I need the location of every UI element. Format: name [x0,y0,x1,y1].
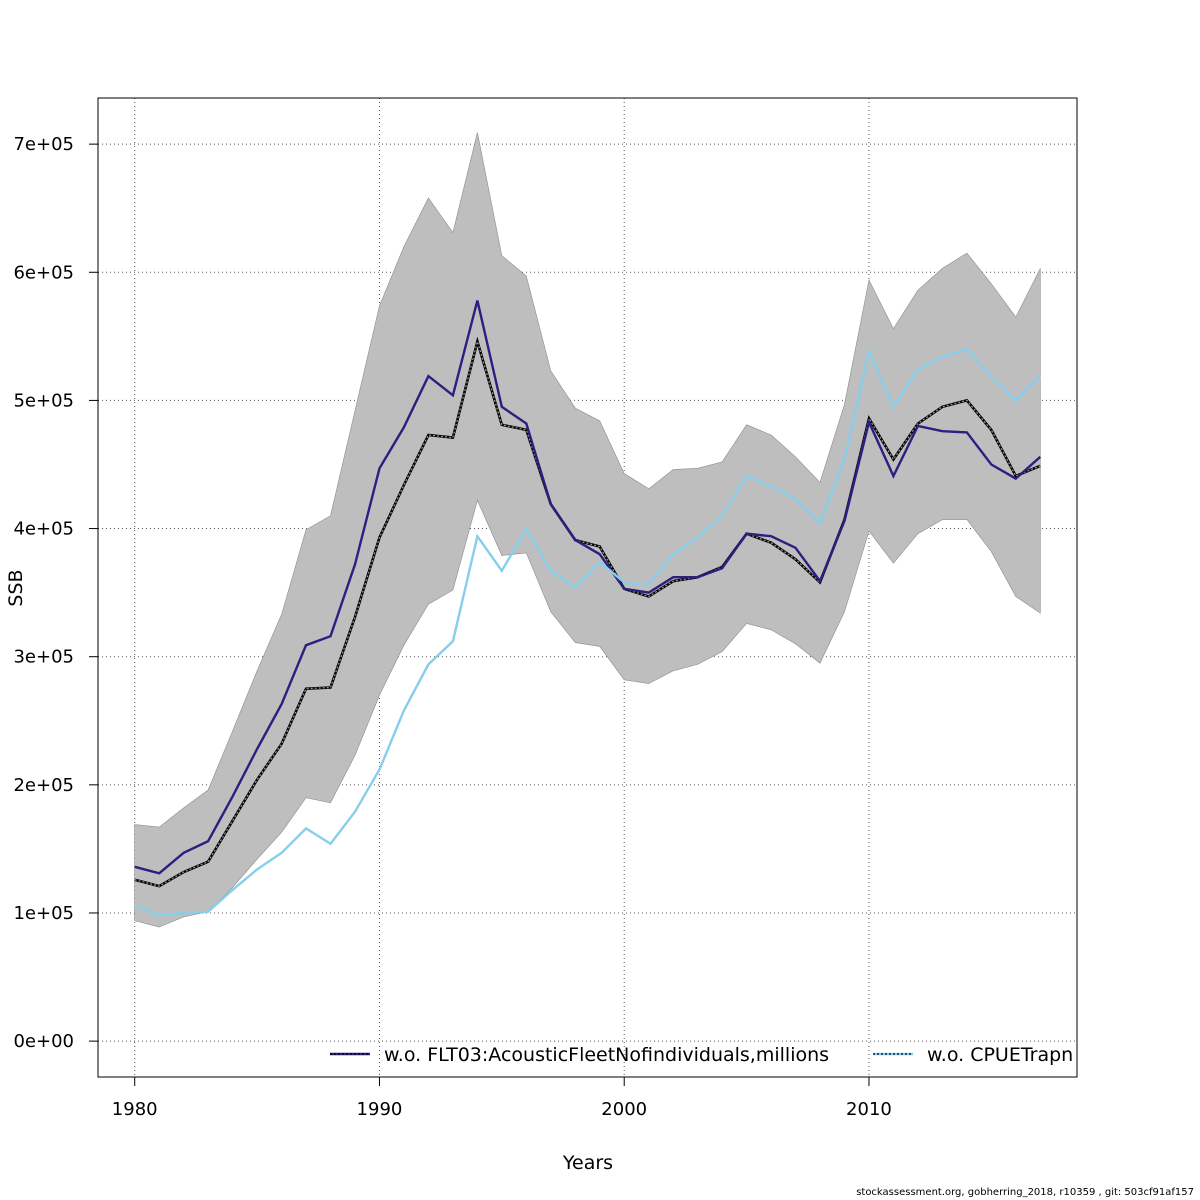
series-layer [134,300,1042,917]
series-line-1 [134,300,1042,875]
y-tick-label: 2e+05 [13,775,74,796]
x-tick-label: 1990 [357,1099,403,1120]
axes: 1980 1990 2000 2010 0e+00 1e+05 2e+05 3e+05 4e+0… [13,134,891,1120]
y-tick-label: 4e+05 [13,519,74,540]
legend-label-2: w.o. CPUETrapn [927,1044,1073,1066]
legend: w.o. FLT03:AcousticFleetNofindividuals,m… [330,1044,1073,1066]
y-tick-label: 1e+05 [13,903,74,924]
y-tick-label: 3e+05 [13,647,74,668]
series-line-2 [134,347,1042,917]
legend-label-1: w.o. FLT03:AcousticFleetNofindividuals,m… [384,1044,829,1066]
base-run-line-dots [134,339,1041,887]
x-tick-label: 2000 [601,1099,647,1120]
y-axis-title: SSB [5,569,27,606]
y-tick-label: 7e+05 [13,134,74,155]
confidence-band-layer [134,132,1041,928]
footer-credit: stockassessment.org, gobherring_2018, r1… [856,1187,1194,1198]
y-tick-label: 5e+05 [13,390,74,411]
confidence-band [134,132,1041,928]
y-tick-label: 0e+00 [13,1031,74,1052]
x-tick-label: 2010 [846,1099,892,1120]
x-axis-title: Years [562,1152,613,1174]
y-tick-label: 6e+05 [13,262,74,283]
x-tick-label: 1980 [112,1099,158,1120]
